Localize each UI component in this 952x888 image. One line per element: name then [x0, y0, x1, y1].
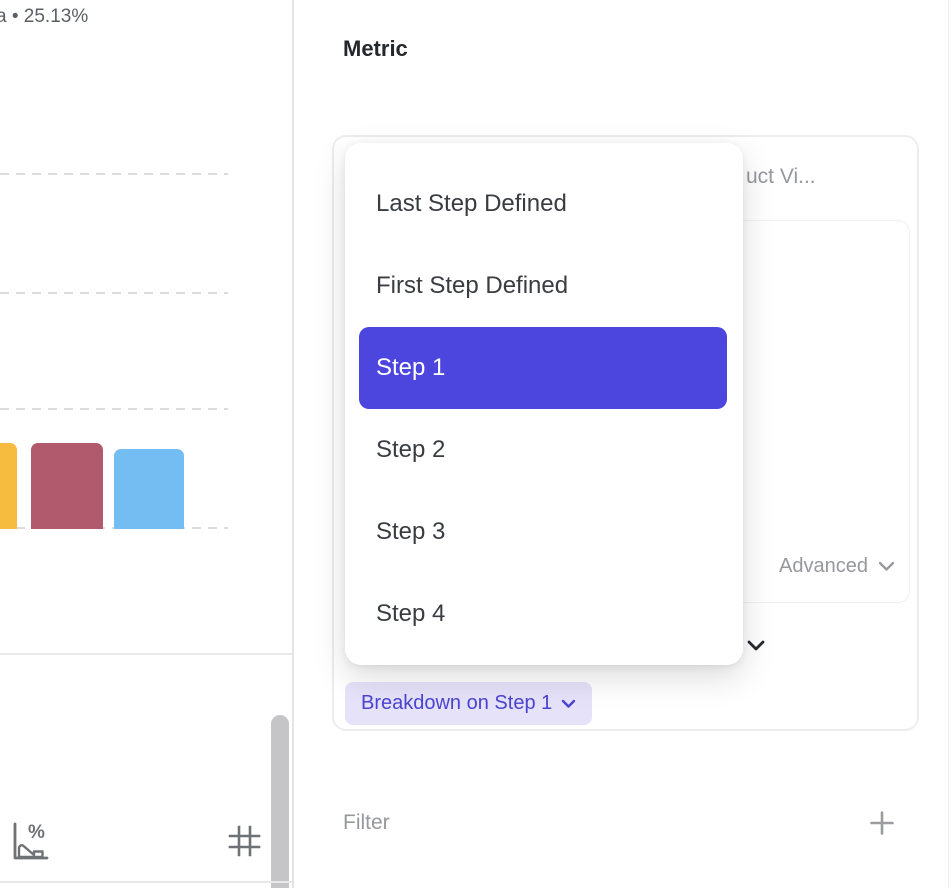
section-divider: [0, 653, 292, 655]
panel-divider: [292, 0, 294, 888]
advanced-label: Advanced: [779, 555, 868, 577]
chevron-down-icon: [562, 699, 576, 708]
svg-text:%: %: [28, 822, 45, 843]
menu-item-step-3[interactable]: Step 3: [376, 518, 446, 545]
step-dropdown-menu: Last Step Defined First Step Defined Ste…: [345, 143, 743, 665]
gridline: [0, 173, 228, 175]
breakdown-pill[interactable]: Breakdown on Step 1: [345, 682, 593, 725]
menu-item-step-2[interactable]: Step 2: [376, 436, 446, 463]
scrollbar-thumb[interactable]: [271, 715, 289, 888]
menu-item-step-4[interactable]: Step 4: [376, 600, 446, 627]
chevron-down-icon[interactable]: [747, 640, 765, 652]
advanced-toggle[interactable]: Advanced: [779, 555, 895, 578]
grid-hash-icon[interactable]: [226, 823, 262, 859]
funnel-bar-maroon: [31, 443, 103, 529]
chevron-down-icon: [878, 561, 895, 571]
filter-section: Filter: [343, 808, 895, 838]
event-select-label[interactable]: uct Vi...: [746, 165, 816, 188]
add-filter-icon[interactable]: [869, 810, 895, 836]
conversion-chart-icon[interactable]: %: [7, 818, 49, 864]
breakdown-label: Breakdown on Step 1: [361, 692, 553, 714]
funnel-bar-amber: [0, 443, 17, 529]
gridline: [0, 408, 228, 410]
menu-item-step-1[interactable]: Step 1: [359, 327, 727, 409]
funnel-bar-blue: [114, 449, 184, 529]
menu-item-first-step-defined[interactable]: First Step Defined: [376, 272, 569, 299]
legend-fragment: a • 25.13%: [0, 6, 89, 27]
chart-panel: a • 25.13% %: [0, 0, 293, 888]
panel-title: Metric: [343, 36, 408, 61]
filter-label: Filter: [343, 811, 390, 834]
right-edge-border: [948, 0, 949, 888]
menu-item-last-step-defined[interactable]: Last Step Defined: [376, 190, 567, 217]
gridline: [0, 292, 228, 294]
panel-bottom-border: [0, 881, 293, 883]
